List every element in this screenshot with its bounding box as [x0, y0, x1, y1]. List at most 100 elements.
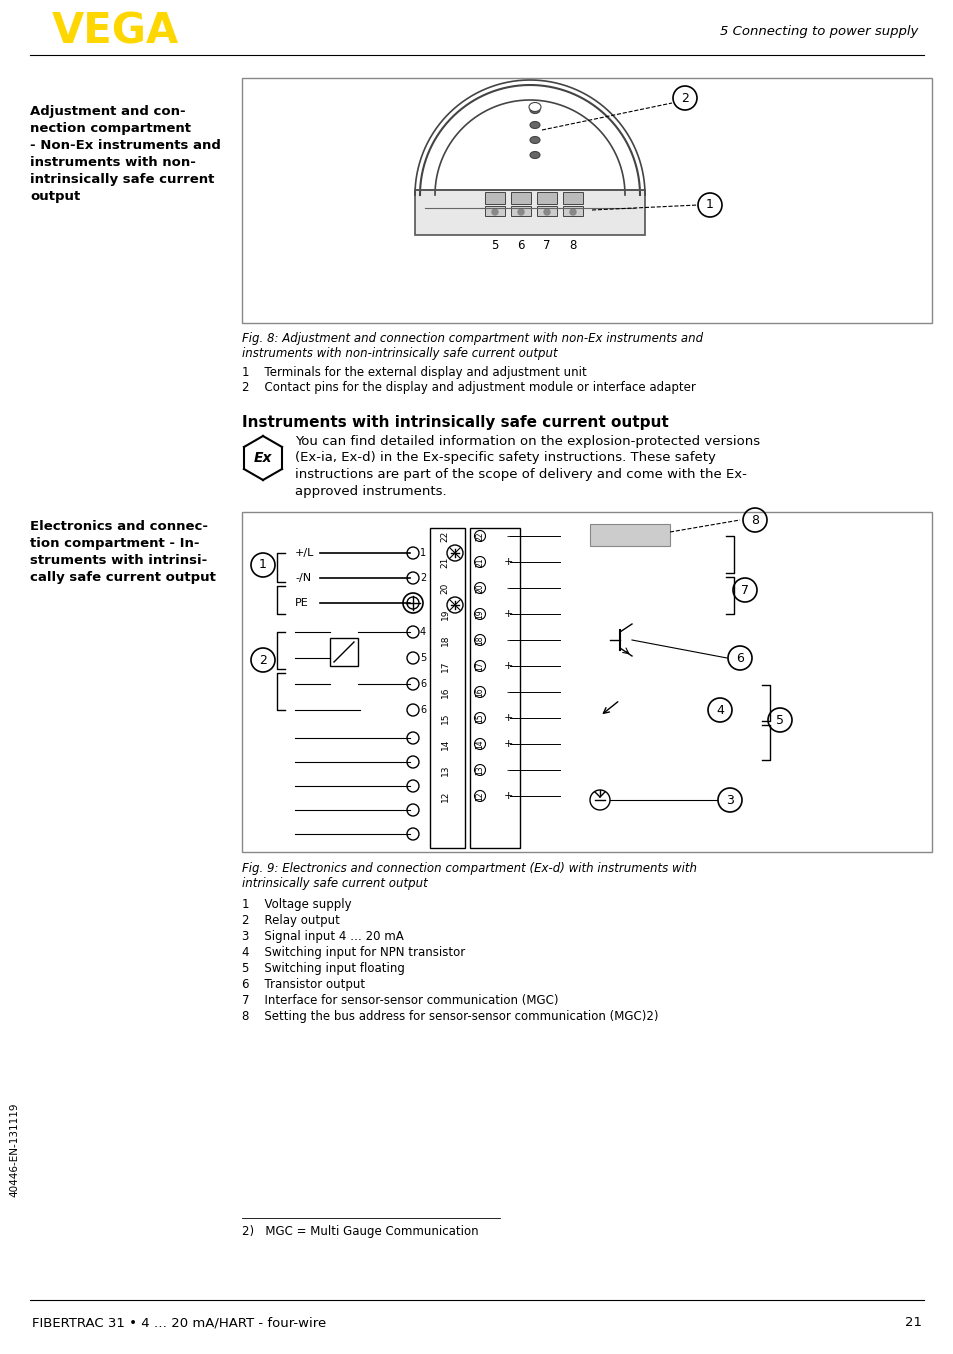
Text: 40446-EN-131119: 40446-EN-131119 [9, 1102, 19, 1197]
Text: -: - [505, 531, 510, 542]
Text: 20: 20 [440, 582, 449, 593]
Ellipse shape [530, 137, 539, 144]
Bar [589, 524, 669, 546]
Text: 21: 21 [475, 558, 484, 567]
Text: +: + [503, 714, 512, 723]
Ellipse shape [530, 122, 539, 129]
Text: 2    Contact pins for the display and adjustment module or interface adapter: 2 Contact pins for the display and adjus… [242, 380, 695, 394]
Text: 5: 5 [491, 240, 498, 252]
Text: 1    Terminals for the external display and adjustment unit: 1 Terminals for the external display and… [242, 366, 586, 379]
Bar [511, 192, 531, 204]
Text: 21: 21 [440, 556, 449, 567]
Text: 2    Relay output: 2 Relay output [242, 914, 339, 927]
Text: 12: 12 [440, 791, 449, 802]
Text: struments with intrinsi-: struments with intrinsi- [30, 554, 207, 567]
Bar [415, 190, 644, 236]
Text: 15: 15 [475, 714, 484, 723]
Text: 18: 18 [475, 635, 484, 645]
Text: Fig. 9: Electronics and connection compartment (Ex-d) with instruments with: Fig. 9: Electronics and connection compa… [242, 862, 697, 875]
Text: You can find detailed information on the explosion-protected versions: You can find detailed information on the… [294, 435, 760, 448]
Text: (Ex-ia, Ex-d) in the Ex-specific safety instructions. These safety: (Ex-ia, Ex-d) in the Ex-specific safety … [294, 451, 715, 464]
Text: 2)   MGC = Multi Gauge Communication: 2) MGC = Multi Gauge Communication [242, 1225, 478, 1238]
Text: +: + [503, 791, 512, 802]
Text: 4    Switching input for NPN transistor: 4 Switching input for NPN transistor [242, 946, 465, 959]
Bar [537, 206, 557, 217]
Text: 1: 1 [419, 548, 426, 558]
Text: 5: 5 [419, 653, 426, 663]
Text: 4: 4 [419, 627, 426, 636]
Text: 20: 20 [475, 584, 484, 593]
Text: -: - [505, 635, 510, 645]
Text: -/N: -/N [294, 573, 311, 584]
Text: Electronics and connec-: Electronics and connec- [30, 520, 208, 533]
Text: 5 Connecting to power supply: 5 Connecting to power supply [719, 26, 917, 38]
Text: 5    Switching input floating: 5 Switching input floating [242, 961, 404, 975]
Text: 12: 12 [475, 791, 484, 800]
Text: 8: 8 [750, 513, 759, 527]
Text: nection compartment: nection compartment [30, 122, 191, 135]
Text: 16: 16 [440, 686, 449, 697]
Bar [484, 206, 504, 217]
Text: 6    Transistor output: 6 Transistor output [242, 978, 365, 991]
Text: +: + [503, 556, 512, 567]
Text: 8: 8 [569, 240, 576, 252]
Text: 22: 22 [440, 531, 449, 542]
Circle shape [543, 209, 550, 215]
Text: 3    Signal input 4 … 20 mA: 3 Signal input 4 … 20 mA [242, 930, 403, 942]
Text: 14: 14 [475, 739, 484, 749]
Text: 21: 21 [904, 1316, 921, 1330]
Text: 19: 19 [475, 609, 484, 619]
Text: 6: 6 [419, 705, 426, 715]
Text: 4: 4 [716, 704, 723, 716]
Text: Ex: Ex [253, 451, 272, 464]
Text: +: + [503, 661, 512, 672]
Ellipse shape [529, 103, 540, 111]
Text: intrinsically safe current output: intrinsically safe current output [242, 877, 427, 890]
Ellipse shape [530, 107, 539, 114]
Bar [470, 528, 519, 848]
Text: 2: 2 [259, 654, 267, 666]
Text: -: - [505, 686, 510, 697]
Text: instruments with non-: instruments with non- [30, 156, 195, 169]
Text: -: - [505, 765, 510, 774]
Bar [537, 192, 557, 204]
Text: 22: 22 [475, 531, 484, 540]
Bar [330, 638, 357, 666]
Text: 1    Voltage supply: 1 Voltage supply [242, 898, 352, 911]
Circle shape [492, 209, 497, 215]
Circle shape [569, 209, 576, 215]
Bar [242, 79, 931, 324]
Text: 14: 14 [440, 738, 449, 750]
Bar [242, 512, 931, 852]
Text: PE: PE [294, 598, 309, 608]
Text: -: - [505, 584, 510, 593]
Text: 5: 5 [775, 714, 783, 727]
Text: Fig. 8: Adjustment and connection compartment with non-Ex instruments and: Fig. 8: Adjustment and connection compar… [242, 332, 702, 345]
Bar [511, 206, 531, 217]
Text: Adjustment and con-: Adjustment and con- [30, 106, 186, 118]
Text: - Non-Ex instruments and: - Non-Ex instruments and [30, 139, 221, 152]
Text: 19: 19 [440, 608, 449, 620]
Text: FIBERTRAC 31 • 4 … 20 mA/HART - four-wire: FIBERTRAC 31 • 4 … 20 mA/HART - four-wir… [32, 1316, 326, 1330]
Bar [484, 192, 504, 204]
Text: 13: 13 [440, 764, 449, 776]
Text: 3: 3 [725, 793, 733, 807]
Text: 7: 7 [740, 584, 748, 597]
Ellipse shape [530, 152, 539, 158]
Circle shape [517, 209, 523, 215]
Text: 13: 13 [475, 765, 484, 774]
Text: 8    Setting the bus address for sensor-sensor communication (MGC)2): 8 Setting the bus address for sensor-sen… [242, 1010, 658, 1024]
Text: 17: 17 [475, 661, 484, 670]
Text: 7: 7 [542, 240, 550, 252]
Text: Instruments with intrinsically safe current output: Instruments with intrinsically safe curr… [242, 414, 668, 431]
Bar [430, 528, 464, 848]
Text: instruments with non-intrinsically safe current output: instruments with non-intrinsically safe … [242, 347, 558, 360]
Text: 1: 1 [705, 199, 713, 211]
Text: intrinsically safe current: intrinsically safe current [30, 173, 214, 185]
Text: 6: 6 [517, 240, 524, 252]
Text: +: + [503, 609, 512, 619]
Text: 15: 15 [440, 712, 449, 724]
Text: approved instruments.: approved instruments. [294, 485, 446, 497]
Text: +/L: +/L [294, 548, 314, 558]
Text: +: + [503, 739, 512, 749]
